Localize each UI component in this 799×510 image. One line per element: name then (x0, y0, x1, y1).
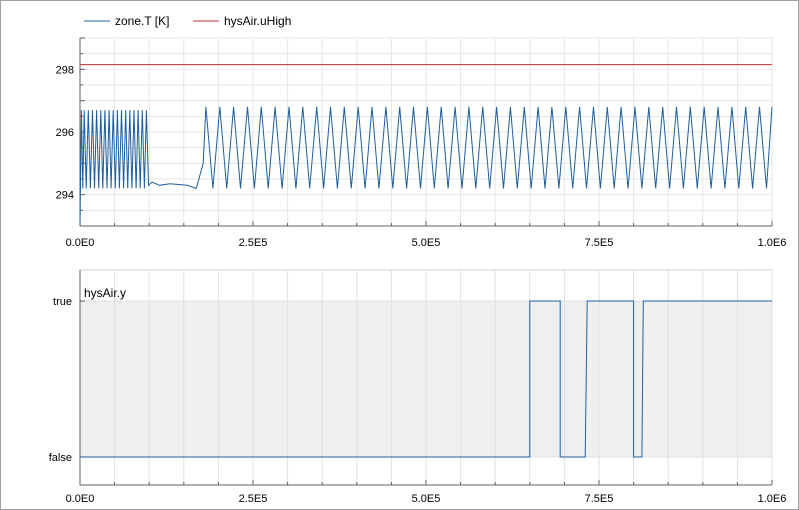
series-line-zone-T (79, 106, 773, 227)
top-y-tick-label: 294 (56, 190, 74, 202)
top-x-tick-label: 5.0E5 (412, 237, 441, 249)
series-line-hysAir-y (80, 300, 772, 458)
top-grid (79, 37, 773, 227)
bottom-y-ticks: false true (49, 296, 85, 464)
bottom-series-label: hysAir.y (84, 286, 126, 300)
top-x-ticks: 0.0E0 2.5E5 5.0E5 7.5E5 1.0E6 (66, 221, 787, 249)
legend-label-zone-T: zone.T [K] (115, 14, 169, 28)
legend-label-hysAir-uHigh: hysAir.uHigh (224, 14, 291, 28)
top-series (79, 64, 773, 227)
bottom-x-tick-label: 0.0E0 (66, 493, 95, 505)
top-legend: zone.T [K] hysAir.uHigh (84, 14, 291, 28)
bottom-series (80, 300, 772, 458)
bottom-x-ticks: 0.0E0 2.5E5 5.0E5 7.5E5 1.0E6 (66, 480, 787, 505)
bottom-grid (79, 270, 773, 485)
top-y-tick-label: 298 (56, 64, 74, 76)
bottom-x-tick-label: 2.5E5 (239, 493, 268, 505)
bottom-x-tick-label: 1.0E6 (758, 493, 787, 505)
top-x-tick-label: 7.5E5 (585, 237, 614, 249)
bottom-y-tick-label: true (53, 296, 72, 308)
bottom-x-tick-label: 5.0E5 (412, 493, 441, 505)
bottom-y-tick-label: false (49, 452, 72, 464)
top-x-tick-label: 2.5E5 (239, 237, 268, 249)
top-x-tick-label: 0.0E0 (66, 237, 95, 249)
bottom-x-tick-label: 7.5E5 (585, 493, 614, 505)
top-y-tick-label: 296 (56, 127, 74, 139)
top-x-tick-label: 1.0E6 (758, 237, 787, 249)
